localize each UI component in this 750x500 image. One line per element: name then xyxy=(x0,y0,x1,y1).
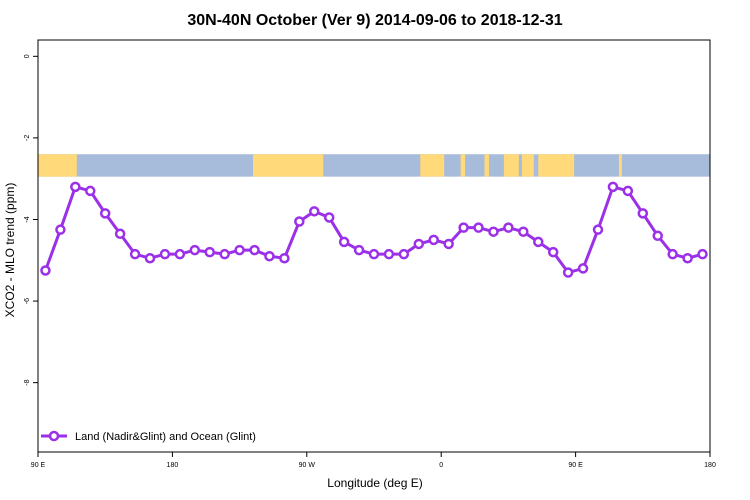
land-segment xyxy=(538,154,575,177)
data-point xyxy=(174,248,186,260)
data-point xyxy=(264,250,275,262)
data-point xyxy=(562,267,574,278)
data-point xyxy=(99,208,111,219)
data-point xyxy=(249,244,260,256)
plot-area-frame xyxy=(37,39,711,453)
data-point xyxy=(294,216,305,227)
data-point xyxy=(189,244,201,256)
land-segment xyxy=(253,154,324,177)
data-point xyxy=(577,263,589,274)
x-tick-label: 0 xyxy=(439,462,443,469)
data-point xyxy=(398,248,410,260)
legend: Land (Nadir&Glint) and Ocean (Glint) xyxy=(41,430,256,443)
series-line xyxy=(44,185,703,275)
x-tick-label: 90 E xyxy=(568,462,583,469)
y-axis: 0 -2 -4 -6 -8 xyxy=(24,54,38,386)
data-point xyxy=(473,222,484,233)
land-segment xyxy=(420,154,445,177)
chart-title: 30N-40N October (Ver 9) 2014-09-06 to 20… xyxy=(187,12,562,29)
land-segment xyxy=(521,154,534,177)
data-point xyxy=(592,224,604,235)
x-axis: 90 E 180 90 W 0 90 E 180 xyxy=(31,452,716,469)
data-point xyxy=(547,246,559,258)
legend-marker xyxy=(48,430,60,442)
data-point xyxy=(85,185,96,197)
land-ocean-band xyxy=(38,154,710,177)
land-segment xyxy=(618,154,622,177)
data-point xyxy=(428,234,439,246)
data-point xyxy=(413,238,425,250)
data-point xyxy=(219,248,230,260)
data-point xyxy=(607,181,619,193)
data-point xyxy=(368,248,380,260)
data-point xyxy=(667,248,678,260)
y-tick-label: 0 xyxy=(24,54,31,58)
data-point xyxy=(55,224,66,235)
data-point xyxy=(70,181,81,193)
data-point xyxy=(458,222,469,233)
data-point xyxy=(622,185,634,197)
data-point xyxy=(234,244,245,256)
data-point xyxy=(279,252,290,264)
data-point xyxy=(40,265,51,276)
data-point xyxy=(129,248,141,260)
x-tick-label: 90 E xyxy=(31,462,46,469)
land-segment xyxy=(38,154,77,177)
x-tick-label: 180 xyxy=(167,462,179,469)
data-point xyxy=(533,236,544,248)
series-group xyxy=(40,181,708,278)
data-point xyxy=(518,226,529,237)
data-point xyxy=(114,228,126,240)
data-point xyxy=(323,212,335,223)
data-point xyxy=(309,206,320,217)
data-point xyxy=(443,238,454,250)
data-point xyxy=(682,252,693,264)
land-segment xyxy=(460,154,466,177)
legend-label: Land (Nadir&Glint) and Ocean (Glint) xyxy=(75,431,256,443)
land-segment xyxy=(484,154,489,177)
x-tick-label: 90 W xyxy=(299,462,316,469)
y-tick-label: -4 xyxy=(24,216,31,222)
data-point xyxy=(503,222,514,233)
data-point xyxy=(488,226,499,237)
data-point xyxy=(637,208,649,219)
data-point xyxy=(353,244,365,256)
x-axis-label: Longitude (deg E) xyxy=(327,476,422,490)
data-point xyxy=(204,246,215,258)
x-tick-label: 180 xyxy=(704,462,716,469)
y-tick-label: -2 xyxy=(24,135,31,141)
y-tick-label: -6 xyxy=(24,298,31,304)
ocean-band xyxy=(38,154,710,177)
data-point xyxy=(338,236,350,248)
data-point xyxy=(144,252,156,264)
data-point xyxy=(697,248,708,260)
y-axis-label: XCO2 - MLO trend (ppm) xyxy=(3,183,17,318)
land-segment xyxy=(503,154,519,177)
data-point xyxy=(652,230,663,242)
data-point xyxy=(383,248,395,260)
y-tick-label: -8 xyxy=(24,379,31,385)
data-point xyxy=(159,248,171,260)
